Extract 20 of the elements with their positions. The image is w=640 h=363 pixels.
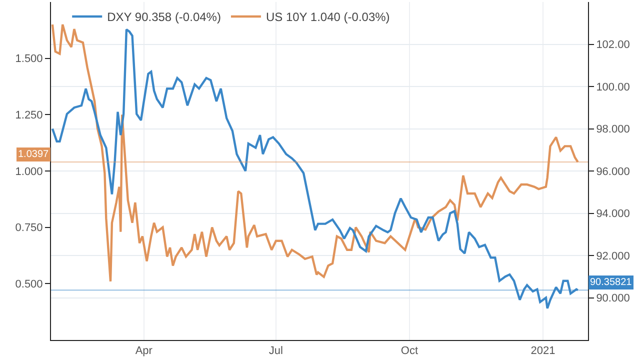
ref-line-label: 90.35821: [590, 277, 632, 288]
y2-tick-label: 98.000: [596, 124, 630, 136]
x-tick-label: Oct: [400, 345, 418, 358]
y2-tick-label: 96.000: [596, 166, 630, 178]
y2-tick-label: 94.000: [596, 208, 630, 220]
y2-tick-label: 100.00: [596, 81, 630, 94]
y-tick-label: 1.250: [15, 110, 43, 122]
x-tick-label: Apr: [135, 345, 153, 358]
y2-tick-label: 102.00: [596, 39, 630, 52]
y2-tick-label: 92.000: [596, 250, 630, 262]
y2-tick-label: 90.000: [596, 292, 630, 305]
legend-label: DXY 90.358 (-0.04%): [107, 10, 221, 24]
y-tick-label: 1.000: [15, 166, 43, 178]
x-tick-label: Jul: [268, 345, 283, 358]
legend-label: US 10Y 1.040 (-0.03%): [266, 10, 390, 24]
y-tick-label: 0.500: [15, 278, 43, 291]
x-tick-label: 2021: [530, 345, 556, 358]
y-tick-label: 0.750: [15, 222, 43, 234]
ref-line-label: 1.0397: [18, 149, 50, 160]
y-tick-label: 1.500: [15, 53, 43, 66]
